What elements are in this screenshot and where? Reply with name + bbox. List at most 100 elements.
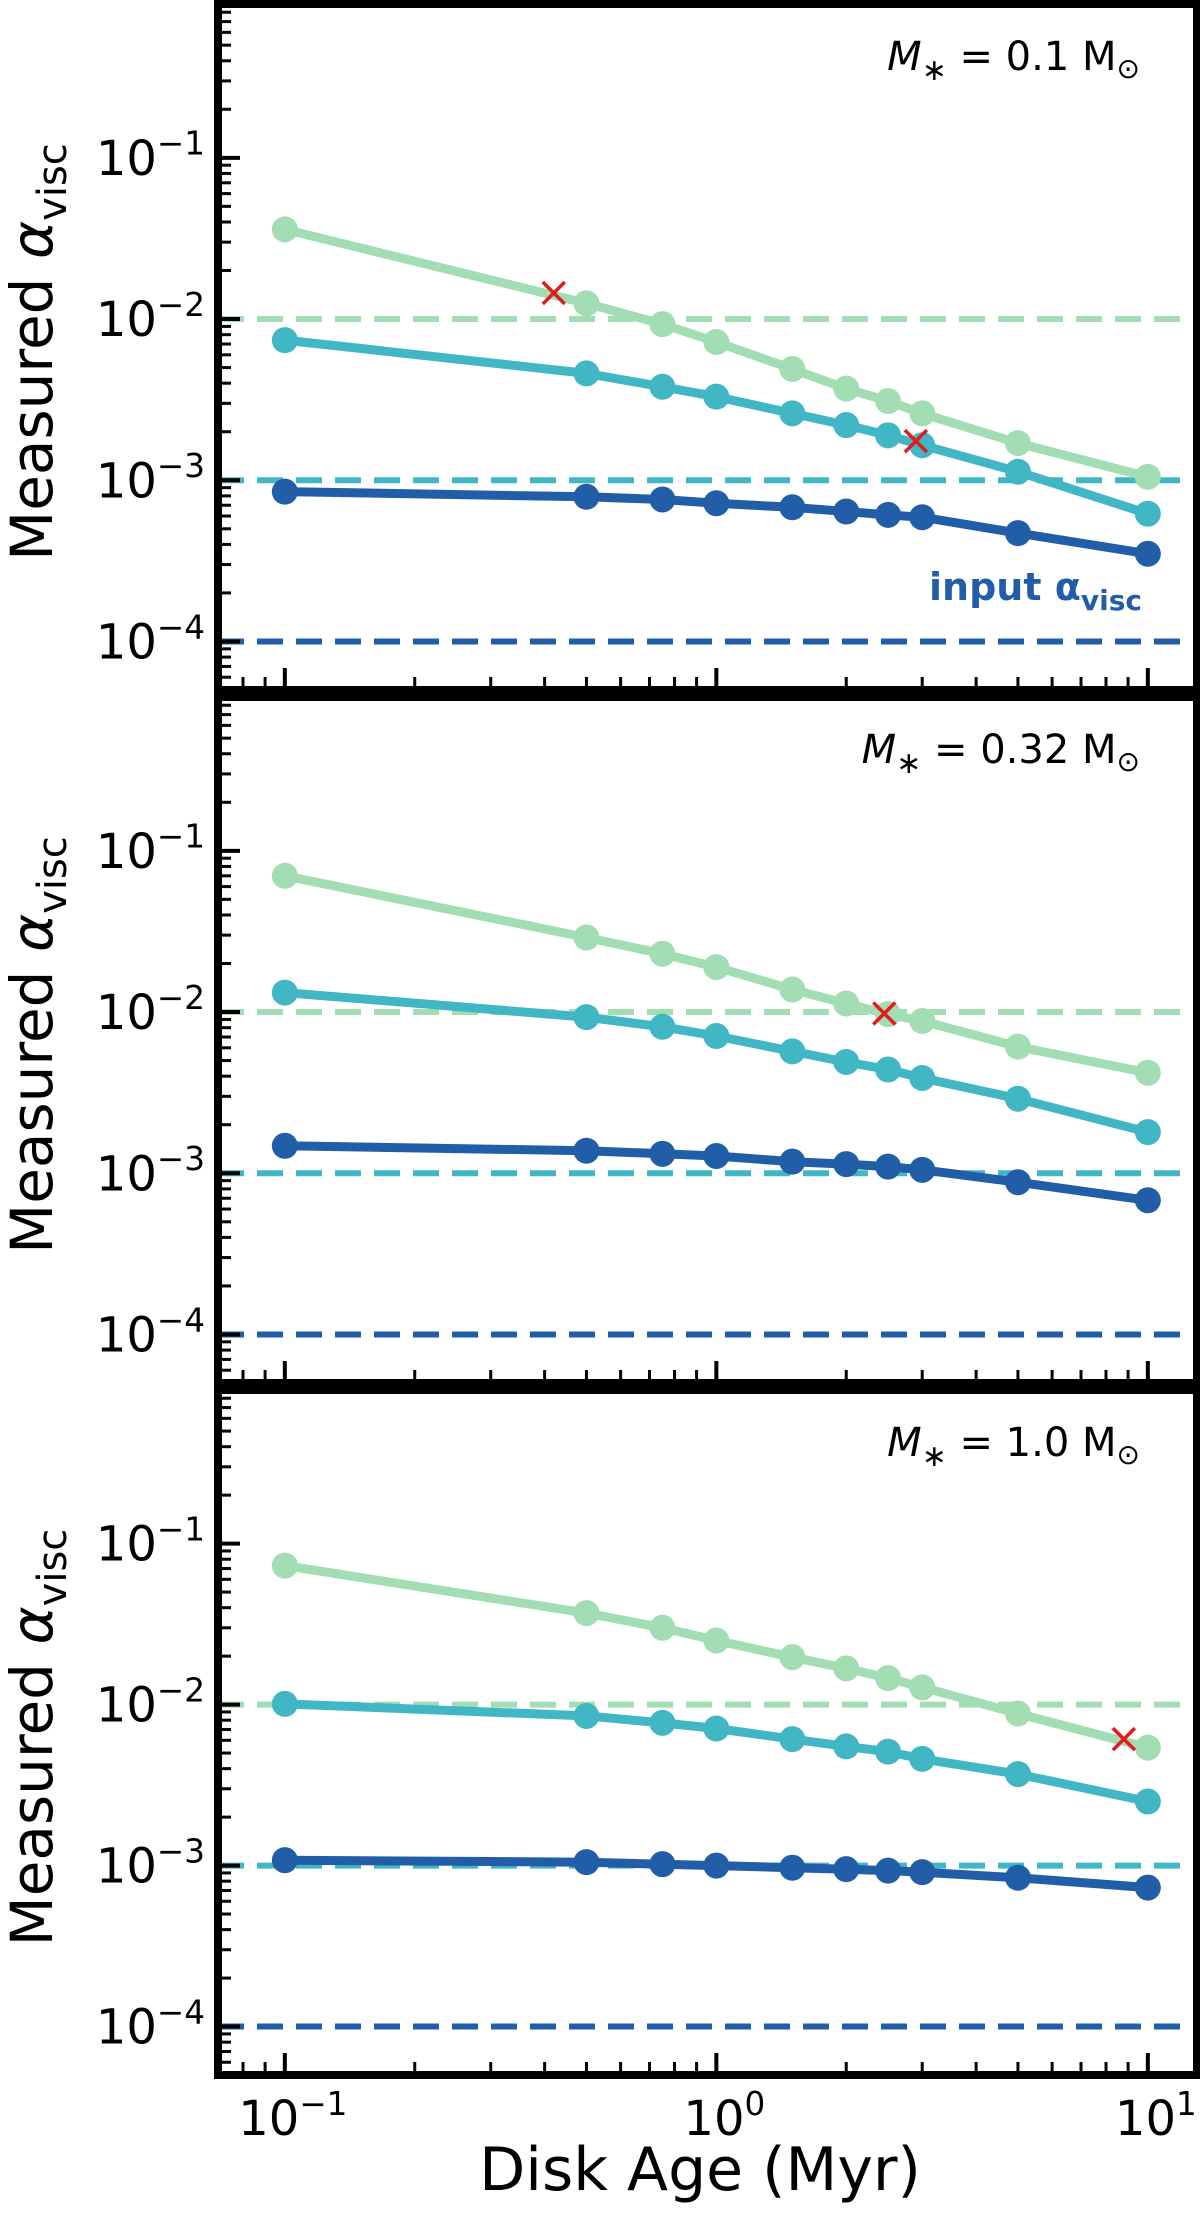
panel-3: 10−1 10−2 10−3 10−4 M∗ = 1.0 M⊙ Measured αvis… [0, 1386, 1200, 2079]
data-point-high [649, 940, 676, 967]
data-point-low [909, 504, 936, 531]
series-line-mid [284, 335, 1150, 518]
y-tick-label: 10−1 [96, 1510, 205, 1572]
data-point-high [875, 388, 902, 415]
series-line-high [283, 225, 1149, 482]
y-tick-label: 10−3 [96, 1140, 205, 1202]
panels: 10−1 10−2 10−3 10−4 M∗ = 0.1 M⊙ Measured αvis… [0, 0, 1200, 2079]
data-point-high [833, 375, 860, 402]
data-point-low [649, 486, 676, 513]
cross-marker [872, 1001, 897, 1026]
y-axis-title: Measured αvisc [0, 836, 76, 1254]
y-axis-title: Measured αvisc [0, 1529, 76, 1947]
series-line-mid [284, 1699, 1149, 1806]
cross-marker [1111, 1726, 1137, 1752]
data-point-high [909, 1007, 936, 1034]
data-point-high [909, 400, 936, 427]
data-point-low [833, 1856, 860, 1883]
data-point-mid [271, 979, 298, 1006]
data-point-high [779, 355, 806, 382]
x-tick-label: 101 [1115, 2085, 1197, 2147]
data-point-mid [875, 1738, 902, 1765]
data-point-low [573, 1849, 600, 1876]
data-point-high [779, 976, 806, 1003]
series-line-low [284, 1855, 1149, 1893]
data-point-mid [703, 1023, 730, 1050]
data-point-mid [703, 383, 730, 410]
data-point-low [1134, 540, 1161, 567]
data-point-mid [649, 373, 676, 400]
data-point-low [779, 1854, 806, 1881]
data-point-mid [1004, 458, 1031, 485]
data-point-low [875, 1153, 902, 1180]
data-point-high [573, 1600, 600, 1627]
y-tick-label: 10−4 [96, 608, 205, 670]
data-point-low [649, 1851, 676, 1878]
data-point-low [875, 1857, 902, 1884]
x-axis-title: Disk Age (Myr) [479, 2135, 921, 2205]
data-point-high [1134, 1059, 1161, 1086]
panel-label: M∗ = 1.0 M⊙ [887, 1420, 1140, 1474]
data-point-high [271, 862, 298, 889]
y-tick-label: 10−4 [96, 1301, 205, 1363]
data-point-mid [573, 1004, 600, 1031]
data-point-mid [573, 360, 600, 387]
data-point-low [779, 1148, 806, 1175]
y-axis-title: Measured αvisc [0, 143, 76, 561]
data-point-high [833, 1655, 860, 1682]
data-point-low [271, 478, 298, 505]
data-point-low [703, 490, 730, 517]
x-tick-label: 100 [683, 2085, 765, 2147]
x-tick-label: 10−1 [238, 2085, 347, 2147]
data-point-mid [271, 1690, 298, 1717]
data-point-mid [573, 1702, 600, 1729]
data-point-high [779, 1644, 806, 1671]
data-point-high [875, 1001, 902, 1028]
data-point-high [1134, 463, 1161, 490]
data-point-mid [1134, 1119, 1161, 1146]
data-point-low [909, 1859, 936, 1886]
y-tick-label: 10−2 [96, 286, 205, 348]
data-point-high [1004, 430, 1031, 457]
data-point-mid [833, 1048, 860, 1075]
data-point-low [649, 1140, 676, 1167]
y-tick-label: 10−4 [96, 1993, 205, 2055]
data-point-low [909, 1156, 936, 1183]
data-point-high [703, 954, 730, 981]
data-point-low [703, 1852, 730, 1879]
y-tick-label: 10−3 [96, 1832, 205, 1894]
data-point-high [573, 290, 600, 317]
series-line-high [284, 1561, 1149, 1753]
series-line-mid [284, 988, 1149, 1137]
data-point-low [833, 1151, 860, 1178]
panel-label: M∗ = 0.32 M⊙ [862, 727, 1140, 781]
y-tick-label: 10−1 [96, 818, 205, 880]
panel-label: M∗ = 0.1 M⊙ [887, 34, 1140, 88]
data-point-low [833, 498, 860, 525]
data-point-high [1004, 1700, 1031, 1727]
panel-2: 10−1 10−2 10−3 10−4 M∗ = 0.32 M⊙ Measured αvi… [0, 693, 1200, 1387]
y-tick-label: 10−2 [96, 979, 205, 1041]
data-point-high [649, 1614, 676, 1641]
y-tick-label: 10−2 [96, 1671, 205, 1733]
series-line-low [284, 487, 1149, 559]
data-point-mid [271, 327, 298, 354]
data-point-high [909, 1674, 936, 1701]
data-point-low [1004, 520, 1031, 547]
data-point-low [573, 483, 600, 510]
data-point-low [1134, 1187, 1161, 1214]
cross-marker [541, 280, 567, 306]
data-point-low [1004, 1169, 1031, 1196]
data-point-low [1004, 1864, 1031, 1891]
data-point-mid [1134, 500, 1161, 527]
y-tick-label: 10−3 [96, 447, 205, 509]
data-point-mid [1004, 1085, 1031, 1112]
data-point-low [703, 1142, 730, 1169]
data-point-high [1004, 1033, 1031, 1060]
data-point-mid [909, 1745, 936, 1772]
axes-frame [214, 693, 1200, 1387]
data-point-high [703, 329, 730, 356]
data-point-mid [703, 1715, 730, 1742]
data-point-high [1134, 1734, 1161, 1761]
